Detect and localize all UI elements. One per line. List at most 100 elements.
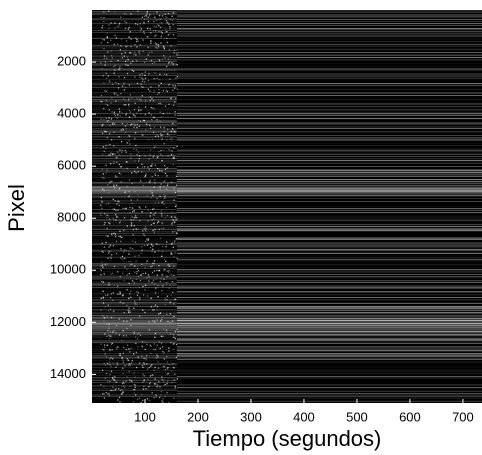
texture-speckle [121, 272, 124, 274]
texture-speckle [112, 386, 114, 388]
texture-speckle [173, 188, 175, 190]
texture-speckle [122, 129, 124, 131]
texture-speckle [147, 220, 149, 222]
texture-speckle [158, 60, 161, 62]
texture-speckle [130, 153, 132, 155]
texture-speckle [164, 168, 167, 170]
texture-speckle [104, 11, 106, 13]
texture-speckle [173, 199, 175, 201]
texture-speckle [142, 134, 144, 136]
texture-speckle [130, 290, 132, 293]
texture-speckle [108, 192, 110, 194]
texture-speckle [174, 114, 176, 116]
texture-speckle [118, 22, 121, 25]
texture-speckle [111, 153, 114, 155]
texture-speckle [149, 344, 151, 346]
texture-speckle [116, 184, 118, 186]
texture-speckle [172, 222, 174, 224]
texture-speckle [161, 169, 163, 172]
texture-speckle [134, 102, 136, 105]
texture-speckle [119, 115, 121, 117]
texture-speckle [138, 109, 140, 111]
texture-speckle [107, 184, 109, 186]
texture-speckle [123, 89, 126, 91]
texture-speckle [162, 315, 164, 317]
x-tick-label: 700 [452, 409, 474, 424]
texture-speckle [168, 265, 171, 267]
texture-speckle [134, 265, 136, 267]
y-tick-label: 8000 [57, 210, 86, 225]
texture-speckle [165, 281, 168, 284]
texture-speckle [141, 134, 144, 137]
texture-speckle [149, 99, 151, 102]
texture-speckle [149, 376, 152, 378]
texture-speckle [148, 51, 151, 54]
texture-speckle [161, 401, 164, 403]
texture-speckle [108, 392, 110, 394]
texture-speckle [104, 221, 106, 224]
texture-speckle [166, 275, 168, 278]
texture-speckle [168, 23, 170, 25]
texture-speckle [168, 84, 170, 86]
texture-speckle [120, 16, 122, 18]
texture-speckle [144, 348, 146, 351]
texture-speckle [105, 164, 107, 167]
texture-speckle [111, 57, 113, 59]
texture-speckle [139, 44, 142, 46]
texture-speckle [160, 183, 162, 185]
texture-speckle [144, 154, 146, 157]
texture-speckle [166, 270, 168, 272]
texture-speckle [103, 393, 105, 395]
x-tick-label: 200 [187, 409, 209, 424]
texture-speckle [131, 172, 133, 174]
texture-speckle [111, 233, 113, 235]
texture-speckle [132, 353, 135, 355]
texture-speckle [168, 48, 171, 51]
texture-speckle [126, 142, 128, 144]
texture-speckle [133, 307, 135, 309]
texture-speckle [176, 218, 178, 220]
texture-speckle [157, 44, 160, 46]
texture-speckle [101, 242, 103, 245]
texture-speckle [163, 55, 165, 57]
texture-speckle [128, 307, 130, 309]
texture-speckle [164, 269, 166, 271]
texture-speckle [128, 105, 130, 107]
texture-speckle [153, 369, 155, 371]
texture-speckle [117, 87, 120, 89]
texture-speckle [109, 335, 111, 337]
texture-speckle [103, 349, 105, 351]
texture-speckle [158, 150, 160, 153]
texture-speckle [143, 119, 146, 122]
texture-speckle [126, 304, 128, 307]
texture-speckle [171, 211, 173, 213]
texture-speckle [156, 222, 159, 224]
texture-speckle [142, 184, 144, 187]
texture-speckle [132, 401, 135, 403]
texture-speckle [149, 215, 151, 217]
texture-speckle [146, 276, 148, 279]
texture-speckle [147, 138, 150, 141]
texture-speckle [162, 246, 164, 248]
texture-speckle [133, 217, 136, 219]
texture-speckle [163, 328, 165, 330]
texture-speckle [150, 106, 152, 109]
texture-speckle [115, 252, 118, 255]
texture-speckle [150, 345, 152, 347]
texture-speckle [175, 356, 178, 359]
texture-speckle [135, 228, 137, 230]
texture-speckle [176, 257, 178, 259]
texture-speckle [169, 301, 171, 304]
texture-speckle [141, 246, 143, 248]
texture-speckle [152, 100, 155, 102]
texture-speckle [137, 398, 139, 400]
texture-speckle [101, 68, 103, 70]
texture-speckle [141, 345, 143, 347]
texture-speckle [115, 214, 117, 216]
texture-speckle [115, 93, 118, 95]
texture-speckle [174, 387, 176, 389]
texture-speckle [173, 242, 175, 244]
texture-speckle [123, 249, 126, 251]
texture-speckle [135, 23, 137, 25]
texture-speckle [100, 16, 102, 19]
